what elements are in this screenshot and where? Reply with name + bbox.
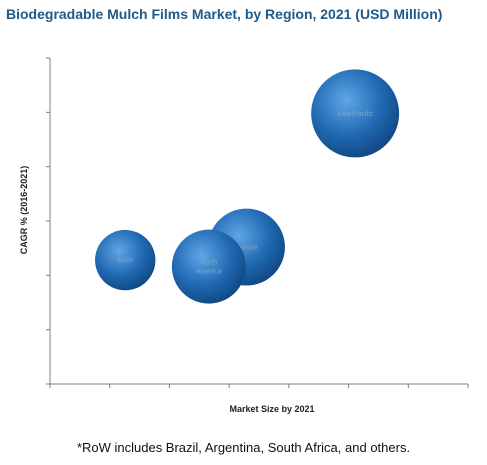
bubble-label-north-america: America xyxy=(196,269,222,276)
axes xyxy=(46,57,469,388)
bubble-label-row: RoW xyxy=(117,258,133,265)
chart-title: Biodegradable Mulch Films Market, by Reg… xyxy=(6,6,443,22)
bubble-row xyxy=(95,229,156,291)
bubble-label-europe: Europe xyxy=(235,245,258,252)
bubble-asia-pacific xyxy=(311,69,400,158)
x-axis-label: Market Size by 2021 xyxy=(229,404,315,414)
bubble-chart: Asia-Pacific Europe North America RoW xyxy=(46,57,469,388)
bubbles: Asia-Pacific Europe North America RoW xyxy=(95,69,400,304)
footnote: *RoW includes Brazil, Argentina, South A… xyxy=(76,440,411,455)
bubble-north-america xyxy=(171,229,246,304)
bubble-label-asia-pacific: Asia-Pacific xyxy=(337,111,374,118)
bubble-label-north-america: North xyxy=(200,260,217,267)
